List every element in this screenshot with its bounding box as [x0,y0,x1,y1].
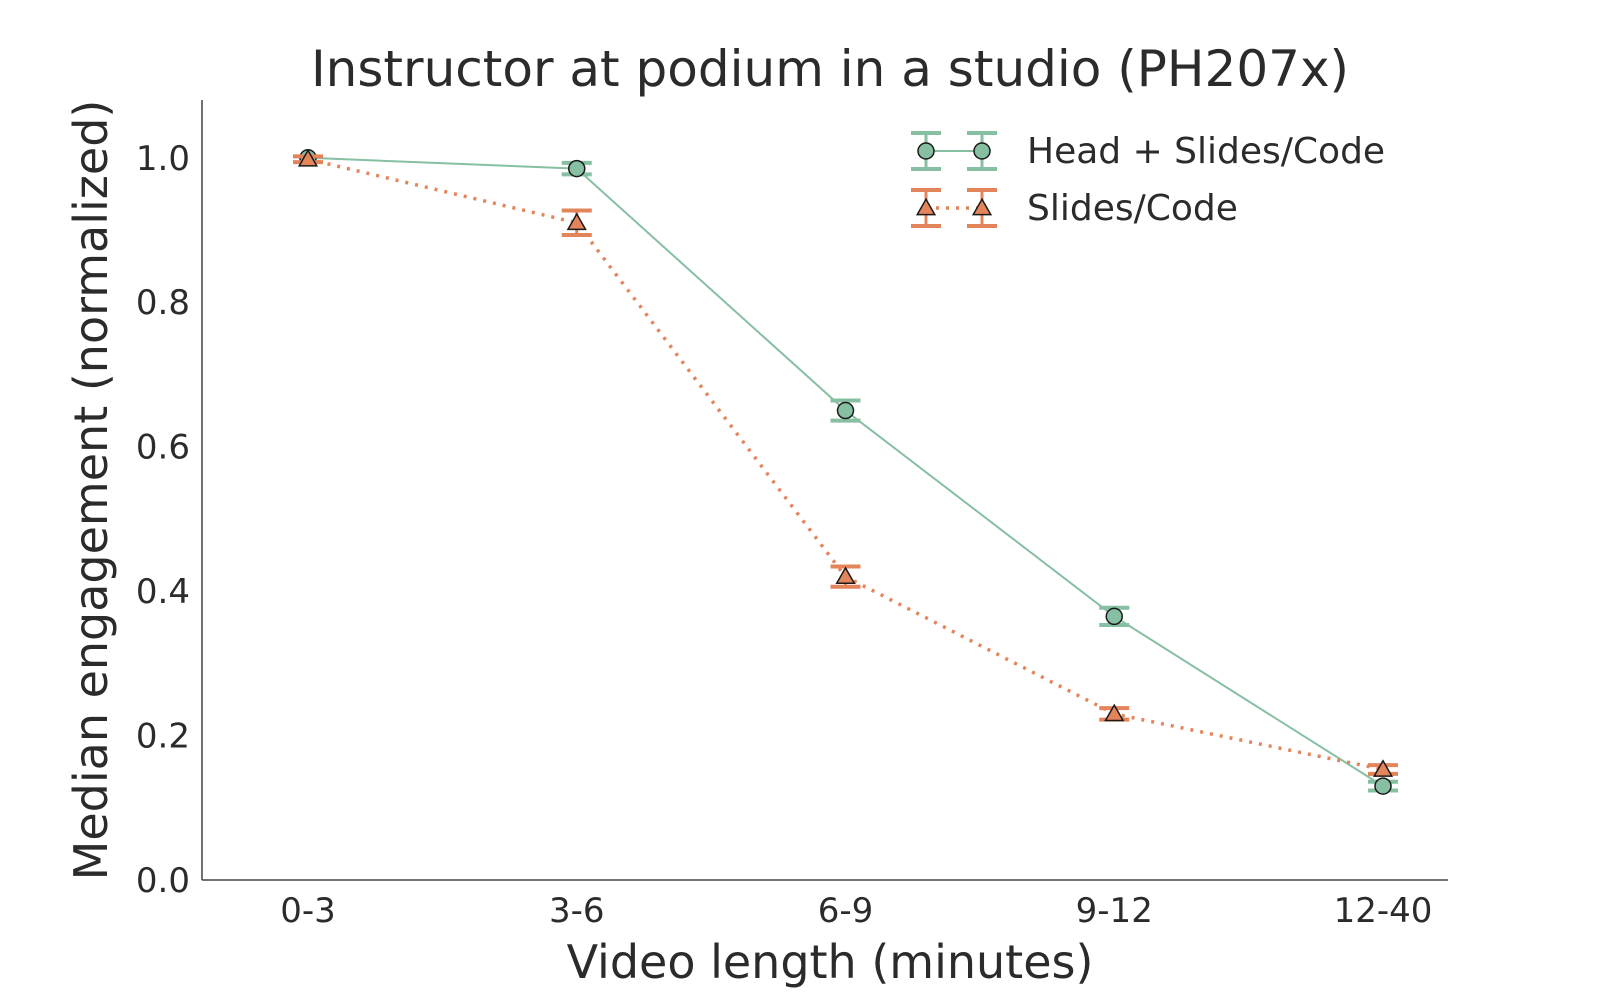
y-axis-label: Median engagement (normalized) [64,100,118,881]
series-group [293,148,1398,777]
x-axis-label: Video length (minutes) [567,935,1094,989]
x-tick-label: 12-40 [1334,891,1433,931]
series-line [307,156,1384,787]
legend: Head + Slides/Code Slides/Code [911,131,1385,229]
legend-label: Head + Slides/Code [1027,131,1385,172]
data-point [1104,703,1125,722]
data-point [568,159,586,178]
data-point [1105,607,1123,626]
y-tick-label: 0.6 [136,428,190,468]
data-point [1372,759,1394,777]
data-point [836,401,855,420]
series-line [307,157,1384,772]
legend-marker [917,142,935,160]
axes: 0.0 0.2 0.4 0.6 0.8 1.0 0-3 3-6 6-9 9-12 12-40 [136,100,1448,931]
chart-title: Instructor at podium in a studio (PH207x… [311,40,1349,98]
legend-marker [915,197,937,216]
y-tick-label: 0.8 [136,283,190,323]
y-tick-label: 0.4 [136,572,190,612]
data-point [297,148,319,167]
x-tick-label: 0-3 [280,891,336,931]
legend-marker [971,197,993,216]
x-tick-label: 6-9 [818,891,874,931]
legend-label: Slides/Code [1027,188,1238,229]
y-tick-label: 0.2 [136,717,190,757]
data-point [835,566,856,585]
series-group [299,149,1398,795]
series-layer [293,148,1398,795]
y-tick-label: 0.0 [136,861,190,901]
y-tick-label: 1.0 [136,139,190,179]
x-tick-label: 9-12 [1076,891,1153,931]
x-tick-label: 3-6 [549,891,605,931]
legend-marker [973,142,991,160]
data-point [1374,777,1392,795]
data-point [566,212,587,231]
